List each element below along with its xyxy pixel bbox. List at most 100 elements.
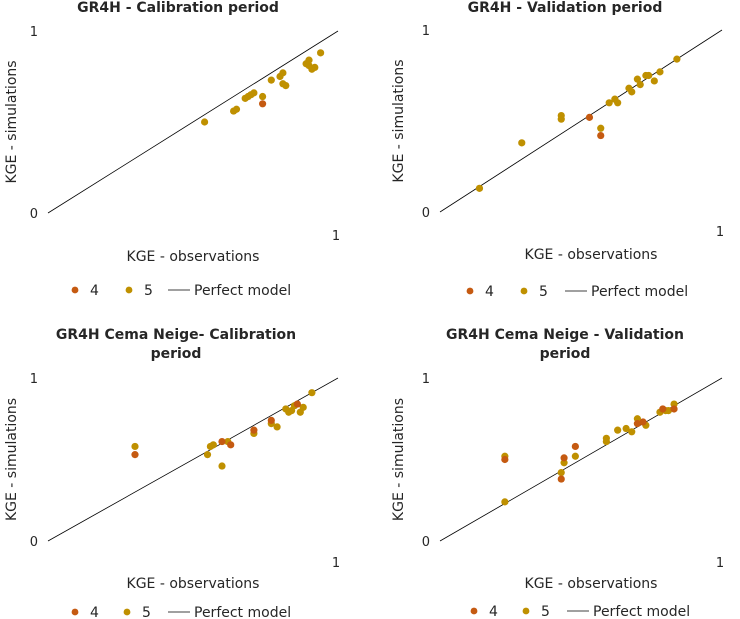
- data-point-series-4: [250, 426, 258, 434]
- data-point-series-5: [311, 63, 319, 71]
- data-point-series-4: [293, 400, 301, 408]
- perfect-model-line: [47, 377, 339, 542]
- data-point-series-4: [670, 405, 678, 413]
- y-tick-max: 1: [30, 25, 38, 40]
- data-point-series-4: [585, 113, 594, 121]
- legend-marker-series-5: [522, 607, 530, 615]
- y-tick-max: 1: [30, 372, 38, 387]
- data-point-series-4: [633, 420, 642, 428]
- data-point-series-4: [259, 100, 267, 108]
- legend-marker-series-5: [123, 608, 131, 616]
- data-point-series-5: [299, 403, 307, 411]
- data-point-series-4: [659, 405, 667, 413]
- legend-marker-series-4: [71, 608, 79, 616]
- chart-title: GR4H - Calibration period: [77, 0, 279, 16]
- legend-label-series-5: 5: [539, 284, 548, 300]
- data-point-series-5: [267, 76, 275, 84]
- data-point-series-5: [645, 71, 653, 80]
- data-point-series-4: [501, 455, 509, 464]
- data-point-series-5: [571, 452, 579, 460]
- data-point-series-4: [227, 441, 235, 449]
- data-point-series-5: [518, 139, 526, 147]
- data-point-series-5: [664, 407, 673, 415]
- data-point-series-5: [218, 462, 226, 470]
- legend-marker-series-4: [470, 607, 478, 615]
- y-axis-label: KGE - simulations: [4, 60, 20, 183]
- data-point-series-5: [650, 77, 658, 85]
- legend-label-perfect-model: Perfect model: [591, 284, 688, 300]
- data-point-series-5: [201, 118, 209, 126]
- data-point-series-5: [597, 124, 605, 132]
- legend-label-series-5: 5: [144, 283, 153, 299]
- legend-label-perfect-model: Perfect model: [593, 604, 690, 619]
- legend-marker-series-4: [466, 287, 474, 295]
- data-point-series-5: [628, 428, 636, 436]
- legend-label-series-4: 4: [90, 605, 99, 619]
- data-point-series-5: [501, 498, 509, 506]
- legend-label-perfect-model: Perfect model: [194, 283, 291, 299]
- data-point-series-5: [633, 75, 642, 83]
- y-tick-max: 1: [422, 372, 430, 387]
- chart-title: period: [540, 346, 591, 362]
- data-point-series-5: [232, 105, 241, 113]
- chart-title: period: [151, 346, 202, 362]
- data-point-series-4: [597, 131, 605, 140]
- data-point-series-5: [131, 442, 139, 451]
- data-point-series-5: [203, 451, 212, 459]
- data-point-series-5: [250, 89, 258, 97]
- data-point-series-5: [622, 424, 630, 433]
- perfect-model-line: [439, 377, 723, 542]
- data-point-series-4: [131, 451, 139, 459]
- x-tick-max: 1: [332, 229, 340, 244]
- legend-label-series-5: 5: [142, 605, 151, 619]
- data-point-series-4: [557, 475, 565, 483]
- data-point-series-4: [571, 442, 579, 451]
- legend-label-series-4: 4: [489, 604, 498, 619]
- data-point-series-5: [209, 441, 217, 449]
- legend-label-series-5: 5: [541, 604, 550, 619]
- x-axis-label: KGE - observations: [525, 247, 658, 263]
- data-point-series-5: [673, 55, 681, 63]
- data-point-series-5: [602, 437, 610, 446]
- x-axis-label: KGE - observations: [127, 576, 260, 592]
- data-point-series-5: [475, 184, 484, 192]
- legend-marker-series-5: [520, 287, 528, 295]
- data-point-series-4: [560, 454, 568, 462]
- legend-label-perfect-model: Perfect model: [194, 605, 291, 619]
- chart-title: GR4H Cema Neige - Validation: [446, 327, 684, 343]
- data-point-series-5: [557, 115, 565, 123]
- legend-label-series-4: 4: [485, 284, 494, 300]
- y-tick-min: 0: [30, 535, 38, 550]
- legend-marker-series-5: [125, 286, 133, 294]
- data-point-series-5: [614, 426, 622, 434]
- x-tick-max: 1: [716, 556, 724, 571]
- perfect-model-line: [47, 30, 339, 214]
- y-tick-min: 0: [422, 535, 430, 550]
- data-point-series-5: [614, 99, 622, 107]
- data-point-series-5: [656, 68, 664, 76]
- x-tick-max: 1: [332, 556, 340, 571]
- y-axis-label: KGE - simulations: [4, 398, 20, 521]
- data-point-series-5: [282, 82, 290, 90]
- data-point-series-5: [279, 69, 287, 77]
- x-axis-label: KGE - observations: [525, 576, 658, 592]
- data-point-series-4: [639, 418, 647, 426]
- data-point-series-5: [273, 423, 281, 431]
- y-axis-label: KGE - simulations: [391, 59, 407, 182]
- data-point-series-5: [628, 88, 636, 96]
- y-tick-max: 1: [422, 24, 430, 39]
- y-tick-min: 0: [30, 207, 38, 222]
- data-point-series-5: [605, 99, 613, 107]
- chart-title: GR4H Cema Neige- Calibration: [56, 327, 296, 343]
- data-point-series-4: [218, 437, 226, 446]
- y-tick-min: 0: [422, 206, 430, 221]
- data-point-series-5: [317, 49, 325, 57]
- legend-label-series-4: 4: [90, 283, 99, 299]
- y-axis-label: KGE - simulations: [391, 398, 407, 521]
- chart-title: GR4H - Validation period: [468, 0, 663, 16]
- data-point-series-5: [636, 81, 644, 89]
- data-point-series-5: [305, 56, 313, 64]
- x-axis-label: KGE - observations: [127, 249, 260, 265]
- data-point-series-5: [259, 92, 267, 101]
